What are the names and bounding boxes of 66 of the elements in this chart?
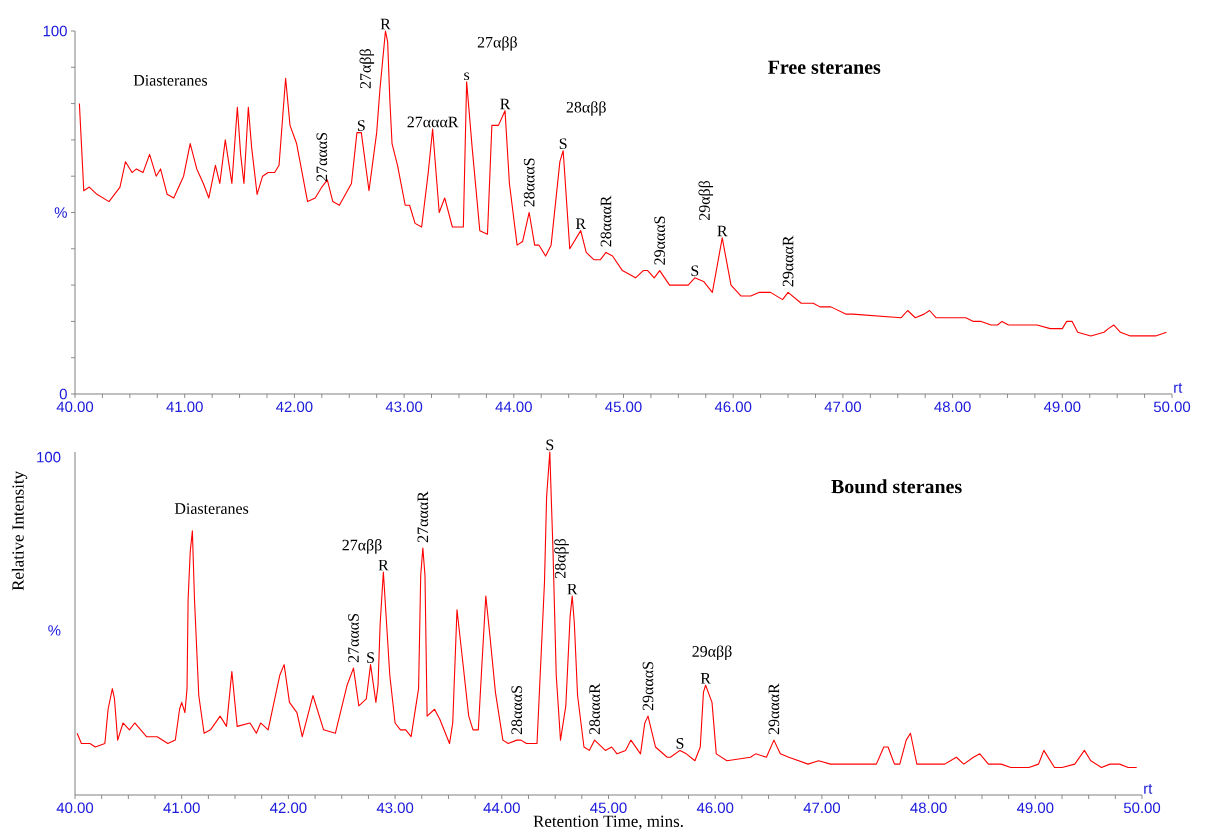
y-tick-label: 0: [59, 388, 67, 400]
x-tick-label: 48.00: [934, 401, 971, 413]
annotation: 29αββ: [692, 645, 732, 661]
text: rt: [1144, 784, 1153, 794]
x-tick-label: 48.00: [910, 802, 947, 814]
x-tick-label: 40.00: [56, 802, 94, 814]
x-tick-label: 47.00: [824, 401, 861, 413]
annotation: R: [717, 225, 728, 237]
x-tick-label: 43.00: [385, 401, 423, 413]
annotation: Diasteranes: [174, 503, 249, 514]
annotation: 28αααR: [600, 195, 612, 247]
x-tick-label: 49.00: [1043, 401, 1081, 413]
x-tick-label: 42.00: [270, 802, 307, 814]
y-axis-title: Relative Intensity: [11, 470, 28, 591]
annotation: 27αββ: [342, 539, 382, 554]
annotation: R: [500, 98, 511, 110]
annotation: S: [367, 652, 375, 663]
annotation: 28αββ: [554, 538, 569, 579]
annotation: 29αααR: [782, 235, 794, 287]
x-tick-label: 45.00: [605, 401, 642, 413]
text: Free steranes: [768, 60, 881, 74]
x-tick-label: 46.00: [714, 401, 752, 413]
annotation: 27αααR: [417, 491, 429, 543]
y-tick-label: %: [54, 207, 67, 218]
annotation: 29αααS: [654, 216, 666, 265]
x-tick-label: 41.00: [163, 802, 200, 814]
annotation: 27αββ: [359, 49, 375, 89]
annotation: R: [380, 18, 391, 30]
annotation: 28αααR: [589, 683, 601, 735]
x-tick-label: 42.00: [276, 401, 313, 413]
annotation: R: [567, 583, 578, 595]
annotation: R: [575, 218, 587, 229]
annotation: S: [676, 738, 684, 749]
y-tick-label: 100: [43, 25, 67, 37]
annotation: 28αααS: [511, 686, 523, 735]
x-tick-label: 41.00: [166, 401, 203, 413]
x-tick-label: 47.00: [803, 802, 841, 814]
annotation: 27αααR: [407, 116, 459, 128]
annotation: S: [546, 439, 554, 451]
annotation: Diasteranes: [133, 74, 208, 86]
annotation: S: [357, 120, 365, 131]
annotation: 29αααS: [642, 662, 654, 711]
annotation: R: [378, 559, 389, 571]
x-tick-label: 50.00: [1153, 401, 1191, 413]
x-tick-label: 50.00: [1123, 802, 1161, 814]
annotation: 28αββ: [566, 101, 606, 116]
x-tick-label: 45.00: [590, 802, 627, 814]
text: Bound steranes: [831, 479, 962, 494]
x-tick-label: 44.00: [495, 401, 532, 413]
annotation: 27αααS: [316, 133, 328, 182]
x-tick-label: 40.00: [56, 401, 94, 413]
annotation: S: [691, 265, 699, 277]
x-tick-label: 46.00: [696, 802, 734, 814]
annotation: 29αββ: [698, 180, 714, 221]
annotation: 28αααS: [523, 158, 535, 207]
annotation: S: [559, 138, 567, 150]
annotation: R: [700, 673, 711, 684]
x-tick-label: 49.00: [1016, 802, 1054, 814]
x-tick-label: 44.00: [483, 802, 520, 814]
x-tick-label: 43.00: [376, 802, 414, 814]
annotation: 27αααS: [348, 614, 359, 663]
annotation: s: [464, 72, 470, 81]
annotation: 29αααR: [768, 683, 780, 735]
text: rt: [1174, 383, 1183, 393]
annotation: 27αββ: [477, 36, 517, 51]
x-axis-title: Retention Time, mins.: [533, 815, 683, 830]
